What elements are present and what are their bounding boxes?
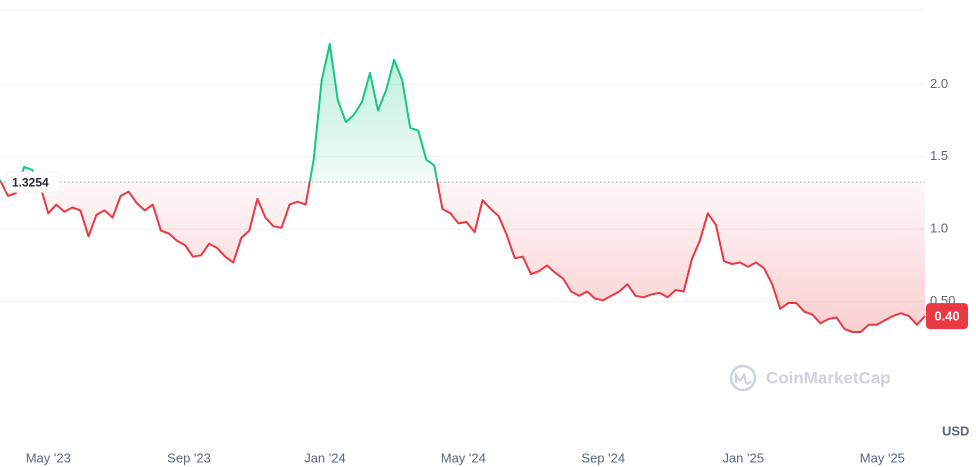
x-tick-label: May '23 — [26, 450, 71, 465]
y-tick-label: 1.0 — [930, 221, 948, 236]
price-area — [0, 43, 925, 333]
price-line — [0, 42, 926, 333]
baseline-label: 1.3254 — [12, 175, 49, 189]
watermark: CoinMarketCap — [729, 364, 891, 392]
baseline-label-bg — [5, 171, 61, 193]
x-tick-label: Sep '23 — [167, 450, 211, 465]
x-tick-label: May '25 — [860, 450, 905, 465]
current-price-label: 0.40 — [934, 309, 959, 324]
y-tick-label: 1.5 — [930, 148, 948, 163]
currency-label: USD — [942, 423, 969, 438]
y-tick-label: 2.0 — [930, 76, 948, 91]
x-tick-label: Jan '24 — [304, 450, 346, 465]
x-tick-label: Sep '24 — [581, 450, 625, 465]
x-tick-label: May '24 — [441, 450, 486, 465]
current-price-tag — [926, 303, 968, 330]
watermark-text: CoinMarketCap — [766, 368, 891, 387]
x-tick-label: Jan '25 — [722, 450, 764, 465]
